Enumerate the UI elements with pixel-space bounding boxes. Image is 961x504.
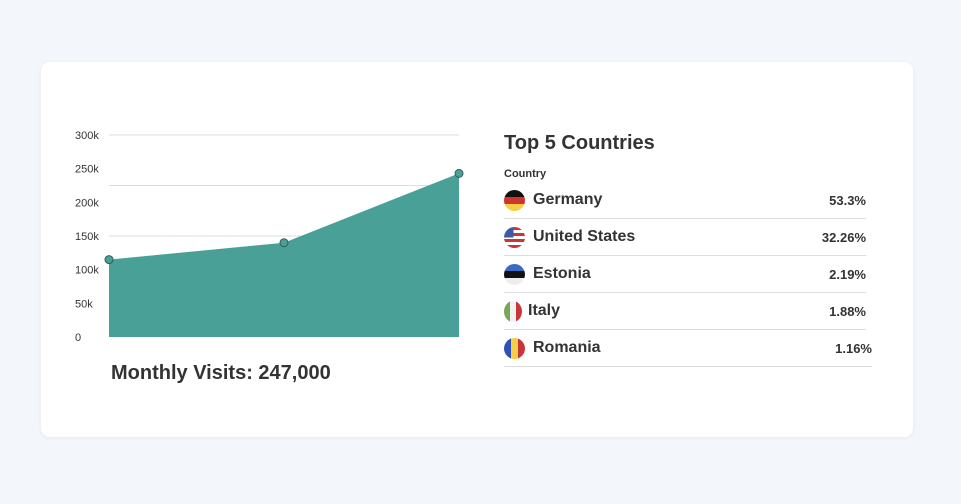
countries-title: Top 5 Countries	[504, 132, 655, 154]
y-tick-label: 150k	[75, 231, 99, 243]
country-row: Romania 1.16%	[504, 330, 872, 367]
country-name: Germany	[533, 191, 603, 208]
country-column-header: Country	[504, 168, 547, 180]
country-row: Italy 1.88%	[504, 293, 866, 330]
estonia-flag-icon	[504, 263, 525, 285]
y-tick-label: 0	[75, 332, 81, 344]
y-tick-label: 200k	[75, 197, 99, 209]
us-flag-icon	[504, 226, 525, 248]
country-percent: 53.3%	[829, 192, 866, 208]
data-point	[454, 168, 464, 178]
country-name: Italy	[528, 302, 561, 319]
countries-list: Germany 53.3% United States 32.26% Eston…	[504, 182, 872, 367]
country-row: Germany 53.3%	[504, 182, 866, 219]
country-percent: 1.88%	[829, 303, 866, 319]
country-percent: 1.16%	[835, 340, 872, 356]
data-point	[104, 255, 114, 265]
y-tick-label: 50k	[75, 298, 93, 310]
visits-area-chart: 0 50k 100k 150k 200k 250k 300k	[75, 130, 464, 344]
germany-flag-icon	[504, 189, 525, 211]
country-percent: 32.26%	[821, 229, 866, 245]
country-percent: 2.19%	[829, 266, 866, 282]
y-tick-label: 100k	[75, 265, 99, 277]
data-point	[279, 238, 289, 248]
country-name: Estonia	[533, 265, 591, 282]
country-row: Estonia 2.19%	[504, 256, 866, 293]
y-tick-label: 300k	[75, 130, 99, 142]
romania-flag-icon	[504, 337, 525, 359]
country-row: United States 32.26%	[504, 219, 866, 256]
monthly-visits: Monthly Visits: 247,000	[111, 362, 331, 384]
country-name: United States	[533, 228, 636, 245]
italy-flag-icon	[504, 300, 522, 322]
y-tick-label: 250k	[75, 164, 99, 176]
dashboard-card: 0 50k 100k 150k 200k 250k 300k Monthly Visits:…	[41, 62, 913, 437]
country-name: Romania	[533, 339, 601, 356]
area-series	[109, 173, 459, 337]
